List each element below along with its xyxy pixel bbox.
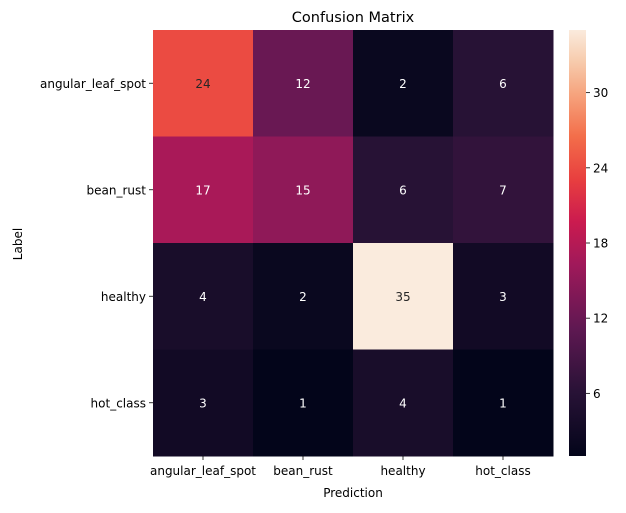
colorbar-ticks: 6 12 18 24 30 bbox=[586, 86, 608, 401]
heatmap-cell bbox=[453, 243, 554, 350]
cell-value-label: 17 bbox=[195, 183, 210, 197]
y-tick-label: hot_class bbox=[91, 396, 146, 410]
cell-value-label: 4 bbox=[399, 396, 407, 410]
heatmap-cell bbox=[353, 349, 454, 457]
colorbar bbox=[569, 30, 586, 456]
cell-value-label: 4 bbox=[199, 290, 207, 304]
cell-value-label: 15 bbox=[295, 183, 310, 197]
cell-value-label: 1 bbox=[299, 396, 307, 410]
y-tick-label: healthy bbox=[101, 290, 146, 304]
chart-title: Confusion Matrix bbox=[292, 10, 415, 26]
heatmap-cell bbox=[153, 349, 254, 457]
heatmap-cell bbox=[353, 136, 454, 244]
cell-value-label: 3 bbox=[499, 290, 507, 304]
colorbar-tick-label: 24 bbox=[593, 161, 608, 175]
x-tick-label: healthy bbox=[380, 464, 425, 478]
colorbar-tick-label: 6 bbox=[593, 387, 601, 401]
cell-value-label: 12 bbox=[295, 77, 310, 91]
cell-value-label: 35 bbox=[395, 290, 410, 304]
heatmap-cell bbox=[353, 243, 454, 350]
heatmap-cell bbox=[453, 30, 554, 137]
heatmap-cell-labels: 24 12 2 6 17 15 6 7 4 2 35 3 3 1 4 1 bbox=[195, 77, 506, 411]
heatmap-cell bbox=[153, 136, 254, 244]
heatmap-cells bbox=[153, 30, 554, 457]
cell-value-label: 3 bbox=[199, 396, 207, 410]
heatmap-cell bbox=[253, 349, 354, 457]
heatmap-cell bbox=[153, 30, 254, 137]
cell-value-label: 7 bbox=[499, 183, 507, 197]
heatmap-cell bbox=[353, 30, 454, 137]
y-tick-label: angular_leaf_spot bbox=[40, 77, 146, 91]
x-tick-label: bean_rust bbox=[273, 464, 333, 478]
colorbar-tick-label: 30 bbox=[593, 86, 608, 100]
heatmap-cell bbox=[253, 243, 354, 350]
heatmap-cell bbox=[253, 30, 354, 137]
cell-value-label: 6 bbox=[399, 183, 407, 197]
x-tick-label: hot_class bbox=[475, 464, 530, 478]
cell-value-label: 6 bbox=[499, 77, 507, 91]
colorbar-tick-label: 18 bbox=[593, 237, 608, 251]
cell-value-label: 2 bbox=[399, 77, 407, 91]
heatmap-cell bbox=[453, 349, 554, 457]
heatmap-cell bbox=[453, 136, 554, 244]
cell-value-label: 24 bbox=[195, 77, 210, 91]
x-axis-ticks: angular_leaf_spot bean_rust healthy hot_cla… bbox=[150, 456, 531, 478]
x-axis-label: Prediction bbox=[323, 486, 383, 500]
heatmap-cell bbox=[253, 136, 354, 244]
y-axis-label: Label bbox=[11, 228, 25, 260]
y-tick-label: bean_rust bbox=[87, 183, 147, 197]
colorbar-tick-label: 12 bbox=[593, 312, 608, 326]
x-tick-label: angular_leaf_spot bbox=[150, 464, 256, 478]
heatmap-cell bbox=[153, 243, 254, 350]
cell-value-label: 1 bbox=[499, 396, 507, 410]
cell-value-label: 2 bbox=[299, 290, 307, 304]
